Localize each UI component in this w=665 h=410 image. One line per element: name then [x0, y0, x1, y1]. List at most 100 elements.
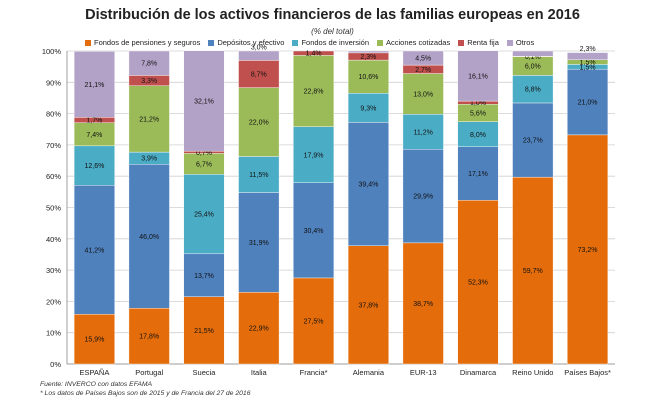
data-label: 1,0% [470, 100, 486, 107]
data-label: 1,4% [306, 51, 322, 58]
chart-subtitle: (% del total) [311, 27, 354, 36]
x-tick-label: Italia [251, 368, 268, 377]
bar-segment [183, 174, 225, 255]
legend-item: Otros [506, 38, 535, 47]
data-label: 17,9% [304, 152, 324, 159]
data-label: 6,0% [525, 64, 541, 71]
bar-segment [402, 114, 444, 150]
bar-segment [457, 50, 499, 102]
y-tick-label: 100% [42, 47, 62, 56]
legend-label: Acciones cotizadas [386, 38, 451, 47]
legend-item: Depósitos y efectivo [208, 38, 284, 47]
data-label: 21,2% [139, 116, 159, 123]
data-label: 2,7% [415, 67, 431, 74]
bar-segment [347, 245, 389, 365]
data-label: 32,1% [194, 98, 214, 105]
data-label: 21,1% [84, 82, 104, 89]
data-label: 39,4% [358, 182, 378, 189]
bar-segment [347, 122, 389, 246]
x-tick-label: Países Bajos* [564, 368, 611, 377]
y-tick-label: 60% [46, 172, 61, 181]
bar-segment [347, 59, 389, 94]
legend-swatch [506, 39, 513, 46]
bar-segment [128, 164, 170, 309]
bar-segment [238, 156, 280, 193]
data-label: 12,6% [84, 163, 104, 170]
data-label: 8,8% [525, 87, 541, 94]
bar-segment [238, 292, 280, 365]
data-label: 11,2% [414, 129, 433, 136]
data-label: 1,5% [580, 64, 596, 71]
data-label: 22,8% [304, 89, 324, 96]
bar-segment [73, 145, 115, 186]
x-tick-label: Alemania [353, 368, 385, 377]
data-label: 7,4% [86, 132, 102, 139]
x-tick-label: ESPAÑA [79, 368, 109, 377]
legend-label: Otros [515, 38, 535, 47]
data-label: 2,3% [580, 46, 596, 53]
data-label: 0,1% [525, 54, 541, 61]
data-label: 22,0% [249, 120, 269, 127]
bar-segment [293, 277, 335, 365]
bar-segment [293, 50, 335, 56]
data-label: 9,3% [360, 105, 376, 112]
data-label: 21,5% [194, 328, 214, 335]
legend-label: Fondos de inversión [301, 38, 369, 47]
data-label: 17,1% [468, 171, 488, 178]
bar-segment [238, 87, 280, 157]
legend-label: Fondos de pensiones y seguros [94, 38, 201, 47]
data-label: 8,7% [251, 72, 267, 79]
bar-segment [128, 50, 170, 76]
y-tick-label: 70% [46, 141, 61, 150]
data-label: 3,9% [141, 156, 157, 163]
legend-swatch [458, 39, 465, 46]
source-note: Fuente: INVERCO con datos EFAMA [40, 381, 153, 388]
bar-segment [183, 296, 225, 365]
y-tick-label: 40% [46, 235, 61, 244]
data-label: 1,5% [580, 60, 596, 67]
data-label: 21,0% [578, 100, 598, 107]
y-tick-label: 30% [46, 266, 61, 275]
footnotes: Fuente: INVERCO con datos EFAMA * Los da… [40, 380, 250, 398]
bar-segment [402, 149, 444, 244]
data-label: 52,3% [468, 280, 488, 287]
data-label: 38,7% [413, 301, 433, 308]
y-tick-label: 10% [46, 329, 61, 338]
data-label: 31,9% [249, 240, 269, 247]
bar-segment [402, 242, 444, 365]
x-tick-label: Dinamarca [460, 368, 497, 377]
legend-label: Depósitos y efectivo [217, 38, 285, 47]
legend-swatch [292, 39, 299, 46]
data-label: 46,0% [139, 234, 159, 241]
legend-item: Renta fija [458, 38, 499, 47]
legend-label: Renta fija [467, 38, 499, 47]
legend-item: Fondos de inversión [292, 38, 369, 47]
data-label: 16,1% [468, 73, 488, 80]
data-label: 0,7% [196, 150, 212, 157]
data-label: 10,6% [358, 74, 378, 81]
data-label: 37,8% [358, 302, 378, 309]
data-label: 29,9% [413, 194, 433, 201]
data-label: 73,2% [578, 247, 598, 254]
data-label: 8,0% [470, 132, 486, 139]
legend-item: Acciones cotizadas [377, 38, 450, 47]
bar-segment [457, 121, 499, 147]
bar-segment [183, 50, 225, 152]
y-tick-label: 20% [46, 297, 61, 306]
data-label: 6,7% [196, 161, 212, 168]
bar-segment [238, 192, 280, 293]
data-label: 2,3% [360, 54, 376, 61]
data-label: 13,7% [194, 273, 214, 280]
data-label: 3,3% [141, 78, 157, 85]
data-label: 5,6% [470, 110, 486, 117]
bar-segment [128, 85, 170, 153]
x-tick-label: Francia* [300, 368, 328, 377]
x-tick-label: Suecia [193, 368, 217, 377]
bar-segment [512, 75, 554, 104]
legend-swatch [208, 39, 215, 46]
bar-segment [347, 50, 389, 54]
bar-segment [293, 55, 335, 127]
data-label: 13,0% [413, 91, 433, 98]
data-label: 22,9% [249, 326, 269, 333]
bar-segment [402, 50, 444, 66]
